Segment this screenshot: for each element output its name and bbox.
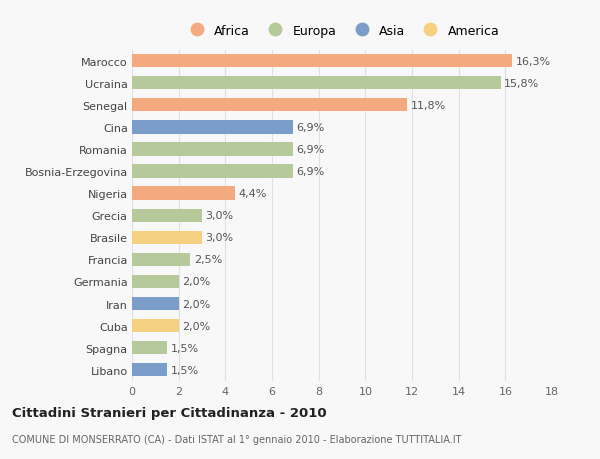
Text: 1,5%: 1,5% — [170, 365, 199, 375]
Text: 15,8%: 15,8% — [504, 78, 539, 89]
Bar — [132, 187, 235, 200]
Text: 3,0%: 3,0% — [205, 211, 233, 221]
Bar — [132, 77, 500, 90]
Text: 2,0%: 2,0% — [182, 277, 211, 287]
Text: COMUNE DI MONSERRATO (CA) - Dati ISTAT al 1° gennaio 2010 - Elaborazione TUTTITA: COMUNE DI MONSERRATO (CA) - Dati ISTAT a… — [12, 434, 461, 444]
Text: 3,0%: 3,0% — [205, 233, 233, 243]
Text: 2,0%: 2,0% — [182, 321, 211, 331]
Text: 6,9%: 6,9% — [296, 167, 325, 177]
Bar — [132, 143, 293, 156]
Text: Cittadini Stranieri per Cittadinanza - 2010: Cittadini Stranieri per Cittadinanza - 2… — [12, 406, 326, 419]
Bar — [132, 275, 179, 288]
Bar — [132, 341, 167, 354]
Legend: Africa, Europa, Asia, America: Africa, Europa, Asia, America — [184, 25, 500, 38]
Bar — [132, 364, 167, 376]
Bar — [132, 165, 293, 178]
Bar — [132, 231, 202, 244]
Bar — [132, 253, 190, 266]
Text: 2,0%: 2,0% — [182, 299, 211, 309]
Text: 4,4%: 4,4% — [238, 189, 266, 199]
Text: 11,8%: 11,8% — [411, 101, 446, 111]
Bar — [132, 297, 179, 310]
Text: 6,9%: 6,9% — [296, 145, 325, 155]
Bar — [132, 121, 293, 134]
Bar — [132, 209, 202, 222]
Text: 16,3%: 16,3% — [516, 56, 551, 67]
Text: 2,5%: 2,5% — [194, 255, 222, 265]
Bar — [132, 55, 512, 68]
Bar — [132, 319, 179, 332]
Bar — [132, 99, 407, 112]
Text: 1,5%: 1,5% — [170, 343, 199, 353]
Text: 6,9%: 6,9% — [296, 123, 325, 133]
